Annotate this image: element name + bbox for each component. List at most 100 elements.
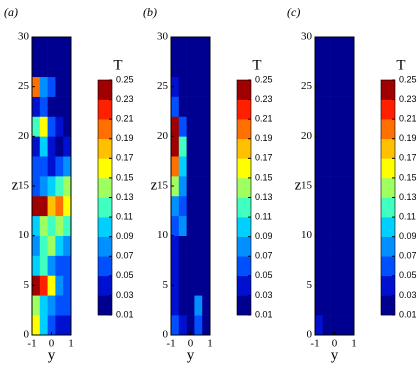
heatmap-cell [330, 76, 339, 97]
colorbar-band [237, 138, 251, 159]
heatmap-cell [63, 116, 72, 137]
heatmap-cell [202, 96, 211, 117]
colorbar-tick-label: 0.07 [255, 251, 273, 261]
colorbar-tick-label: 0.15 [399, 172, 417, 182]
heatmap-cell [171, 275, 180, 296]
heatmap-cell [178, 176, 187, 197]
heatmap-cell [338, 37, 347, 58]
colorbar-band [381, 158, 395, 179]
x-tick-label: 0 [188, 338, 194, 350]
heatmap-cell [202, 136, 211, 157]
heatmap-cell [202, 195, 211, 217]
heatmap-cell [194, 176, 203, 197]
heatmap-cell [32, 156, 41, 177]
y-tick-label: 5 [24, 279, 30, 291]
heatmap-cell [330, 215, 339, 236]
colorbar-tick-label: 0.23 [116, 94, 134, 104]
colorbar-title: T [396, 57, 405, 73]
heatmap-cell [338, 315, 347, 336]
heatmap-cell [346, 215, 355, 236]
heatmap-cell [338, 136, 347, 157]
heatmap-cell [55, 56, 64, 78]
heatmap-cell [186, 295, 195, 316]
heatmap-cell [55, 156, 64, 177]
heatmap-cell [47, 37, 56, 58]
heatmap-cell [39, 76, 48, 97]
colorbar-band [237, 80, 251, 100]
heatmap-cell [47, 136, 56, 157]
heatmap-cell [194, 37, 203, 58]
heatmap-cell [63, 176, 72, 197]
heatmap-cell [202, 37, 211, 58]
heatmap-cell [330, 96, 339, 117]
colorbar-band [381, 99, 395, 120]
heatmap-cell [202, 315, 211, 336]
colorbar-band [98, 80, 112, 100]
colorbar-tick-label: 0.13 [399, 192, 417, 202]
colorbar-band [237, 177, 251, 198]
heatmap-cell [39, 295, 48, 316]
y-tick-label: 15 [18, 180, 30, 192]
heatmap-cell [63, 56, 72, 78]
colorbar-tick-label: 0.25 [255, 74, 273, 84]
y-axis-label: z [295, 177, 302, 193]
x-tick-label: 1 [68, 338, 74, 350]
heatmap-cell [338, 156, 347, 177]
heatmap-cell [55, 37, 64, 58]
colorbar-tick-label: 0.21 [116, 114, 134, 124]
heatmap-cell [178, 275, 187, 296]
heatmap-cell [39, 37, 48, 58]
colorbar-tick-label: 0.19 [399, 133, 417, 143]
heatmap-cell [338, 275, 347, 296]
x-tick-label: -1 [310, 338, 319, 350]
colorbar-tick-label: 0.13 [255, 192, 273, 202]
heatmap-cell [186, 76, 195, 97]
colorbar-band [98, 275, 112, 296]
heatmap-cell [346, 116, 355, 137]
heatmap-cell [202, 156, 211, 177]
x-tick-label: 0 [332, 338, 338, 350]
colorbar-tick-label: 0.25 [399, 74, 417, 84]
colorbar-tick-label: 0.11 [255, 211, 272, 221]
heatmap-cell [171, 56, 180, 78]
heatmap-cell [346, 255, 355, 276]
heatmap-cell [322, 76, 331, 97]
heatmap-cell [202, 235, 211, 256]
heatmap-cell [194, 235, 203, 256]
heatmap-cell [32, 215, 41, 236]
heatmap-cell [47, 116, 56, 137]
heatmap-cell [338, 116, 347, 137]
y-tick-label: 15 [157, 180, 169, 192]
y-tick-label: 10 [157, 229, 169, 241]
colorbar-tick-label: 0.23 [399, 94, 417, 104]
heatmap-cell [322, 315, 331, 336]
heatmap-cell [47, 255, 56, 276]
colorbar-band [381, 80, 395, 100]
heatmap-cell [315, 96, 324, 117]
heatmap-cell [55, 195, 64, 217]
heatmap-cell [63, 255, 72, 276]
y-tick-label: 30 [18, 31, 30, 43]
heatmap-cell [194, 56, 203, 78]
heatmap-cell [63, 275, 72, 296]
heatmap-cell [178, 235, 187, 256]
heatmap-cell [55, 215, 64, 236]
heatmap-cell [55, 96, 64, 117]
heatmap-cell [32, 295, 41, 316]
heatmap-cell [178, 156, 187, 177]
heatmap-cell [322, 56, 331, 78]
heatmap-cell [63, 215, 72, 236]
heatmap-cell [171, 195, 180, 217]
heatmap-cell [330, 255, 339, 276]
heatmap-cell [202, 176, 211, 197]
colorbar-tick-label: 0.03 [255, 290, 273, 300]
colorbar-band [381, 138, 395, 159]
colorbar-band [98, 119, 112, 140]
heatmap-cell [55, 176, 64, 197]
heatmap-cell [202, 295, 211, 316]
heatmap-cell [330, 156, 339, 177]
colorbar-tick-label: 0.21 [255, 114, 273, 124]
heatmap-cell [346, 56, 355, 78]
heatmap-cell [47, 76, 56, 97]
heatmap-cell [32, 116, 41, 137]
